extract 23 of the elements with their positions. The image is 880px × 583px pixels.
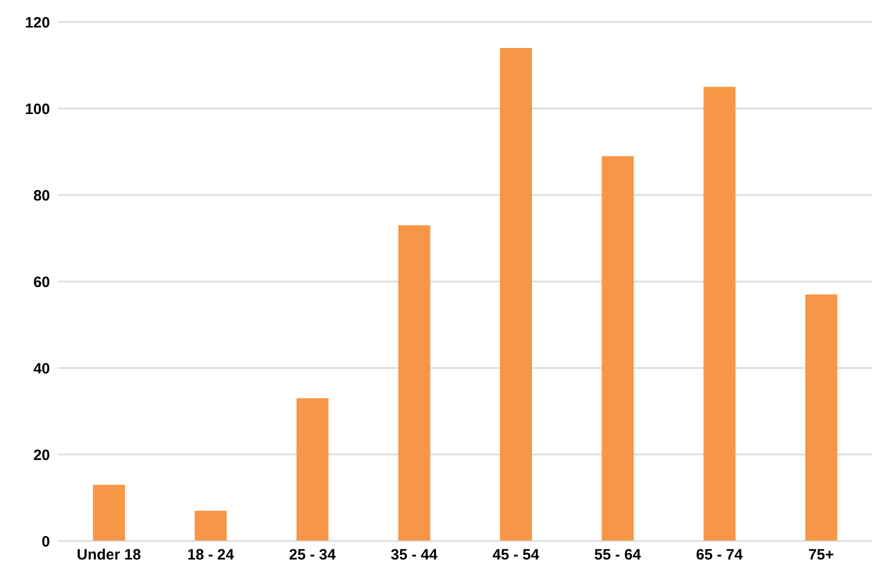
x-tick-label: 25 - 34 — [289, 546, 336, 564]
y-tick-label: 100 — [24, 100, 50, 118]
y-tick-label: 120 — [24, 14, 50, 32]
bar — [805, 294, 838, 541]
bar — [296, 398, 328, 541]
bar — [194, 510, 227, 541]
x-tick-label: 35 - 44 — [390, 546, 438, 564]
x-tick-label: 65 - 74 — [696, 546, 744, 564]
bar — [704, 86, 736, 541]
y-tick-label: 20 — [33, 446, 50, 464]
y-tick-label: 80 — [33, 187, 50, 204]
y-tick-label: 60 — [33, 274, 50, 291]
y-tick-label: 0 — [42, 533, 50, 550]
x-tick-label: 55 - 64 — [594, 546, 642, 564]
x-tick-label: 45 - 54 — [492, 546, 540, 564]
x-tick-label: 18 - 24 — [187, 546, 235, 564]
bar — [93, 484, 125, 541]
bar — [602, 156, 634, 541]
bar — [398, 225, 430, 541]
x-tick-label: Under 18 — [76, 546, 141, 564]
y-tick-label: 40 — [33, 360, 50, 378]
x-tick-label: 75+ — [808, 546, 834, 564]
bar — [500, 48, 532, 541]
